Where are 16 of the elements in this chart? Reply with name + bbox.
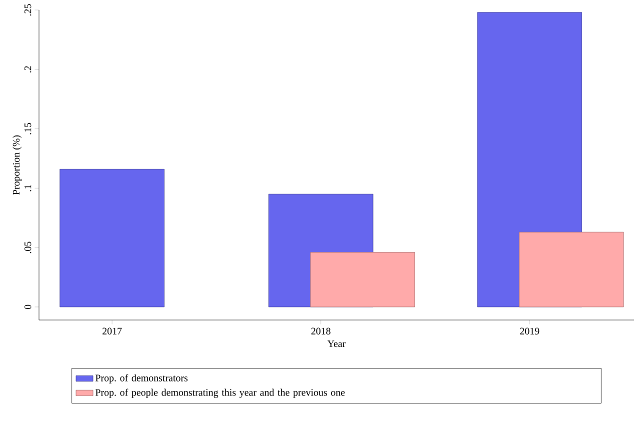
bar [310,252,415,308]
legend-label: Prop. of people demonstrating this year and the previous one [95,388,345,398]
bar [60,168,164,308]
x-tick-label: 2019 [520,328,540,334]
x-tick-label: 2017 [102,328,122,334]
x-tick-label: 2018 [311,328,330,334]
legend-label: Prop. of demonstrators [95,374,188,384]
y-tick-label: 0 [24,304,32,310]
y-tick-label: .15 [24,122,32,134]
bar [518,232,624,308]
y-axis-title: Proportion (%) [12,135,22,195]
y-tick-label: .1 [24,185,32,192]
x-axis-title: Year [327,340,346,348]
y-tick-label: .2 [24,66,32,72]
y-tick-label: .25 [24,4,32,16]
y-tick-label: .05 [24,242,32,254]
